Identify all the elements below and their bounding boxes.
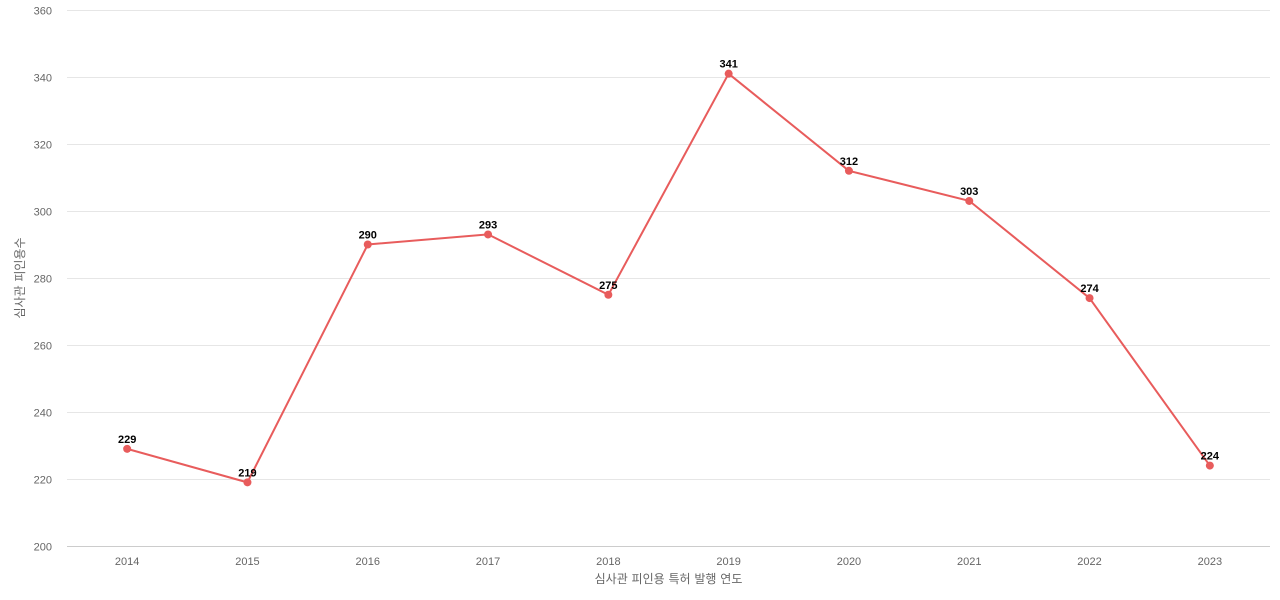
data-point [1205, 461, 1214, 470]
y-tick-label: 280 [34, 274, 52, 286]
x-tick-label: 2018 [596, 556, 620, 568]
y-axis-title: 심사관 피인용수 [13, 237, 27, 318]
data-point [243, 478, 252, 487]
x-axis-ticks: 2014 2015 2016 2017 2018 2019 2020 2021 2022 2023 [115, 556, 1222, 568]
data-label: 274 [1080, 283, 1099, 295]
x-tick-label: 2015 [235, 556, 259, 568]
x-tick-label: 2021 [957, 556, 981, 568]
data-label: 290 [359, 230, 377, 242]
data-label: 303 [960, 186, 978, 198]
y-tick-label: 240 [34, 408, 52, 420]
x-tick-label: 2016 [356, 556, 380, 568]
data-point [724, 69, 733, 78]
data-label: 219 [238, 467, 256, 479]
x-tick-label: 2017 [476, 556, 500, 568]
y-tick-label: 260 [34, 341, 52, 353]
y-tick-label: 300 [34, 207, 52, 219]
y-tick-label: 340 [34, 73, 52, 85]
data-label: 275 [599, 280, 617, 292]
data-label: 312 [840, 156, 858, 168]
x-tick-label: 2023 [1198, 556, 1222, 568]
x-axis-title: 심사관 피인용 특허 발행 연도 [595, 571, 743, 586]
data-point [484, 230, 493, 239]
y-tick-label: 320 [34, 140, 52, 152]
x-tick-label: 2020 [837, 556, 861, 568]
x-tick-label: 2014 [115, 556, 139, 568]
data-label: 293 [479, 219, 497, 231]
y-tick-label: 220 [34, 475, 52, 487]
data-point [1085, 294, 1094, 303]
data-labels: 229 219 290 293 275 341 312 303 274 224 [118, 59, 1220, 480]
data-label: 229 [118, 434, 136, 446]
y-axis-ticks: 200 220 240 260 280 300 320 340 360 [34, 6, 52, 554]
data-points [123, 69, 1214, 487]
gridlines [67, 10, 1270, 547]
data-point [363, 240, 372, 249]
y-tick-label: 360 [34, 6, 52, 18]
data-label: 341 [719, 59, 737, 71]
data-point [604, 290, 613, 299]
y-tick-label: 200 [34, 542, 52, 554]
data-label: 224 [1201, 451, 1220, 463]
data-point [965, 196, 974, 205]
series-line [126, 72, 1211, 484]
data-point [123, 444, 132, 453]
x-tick-label: 2019 [716, 556, 740, 568]
x-tick-label: 2022 [1077, 556, 1101, 568]
data-point [844, 166, 853, 175]
